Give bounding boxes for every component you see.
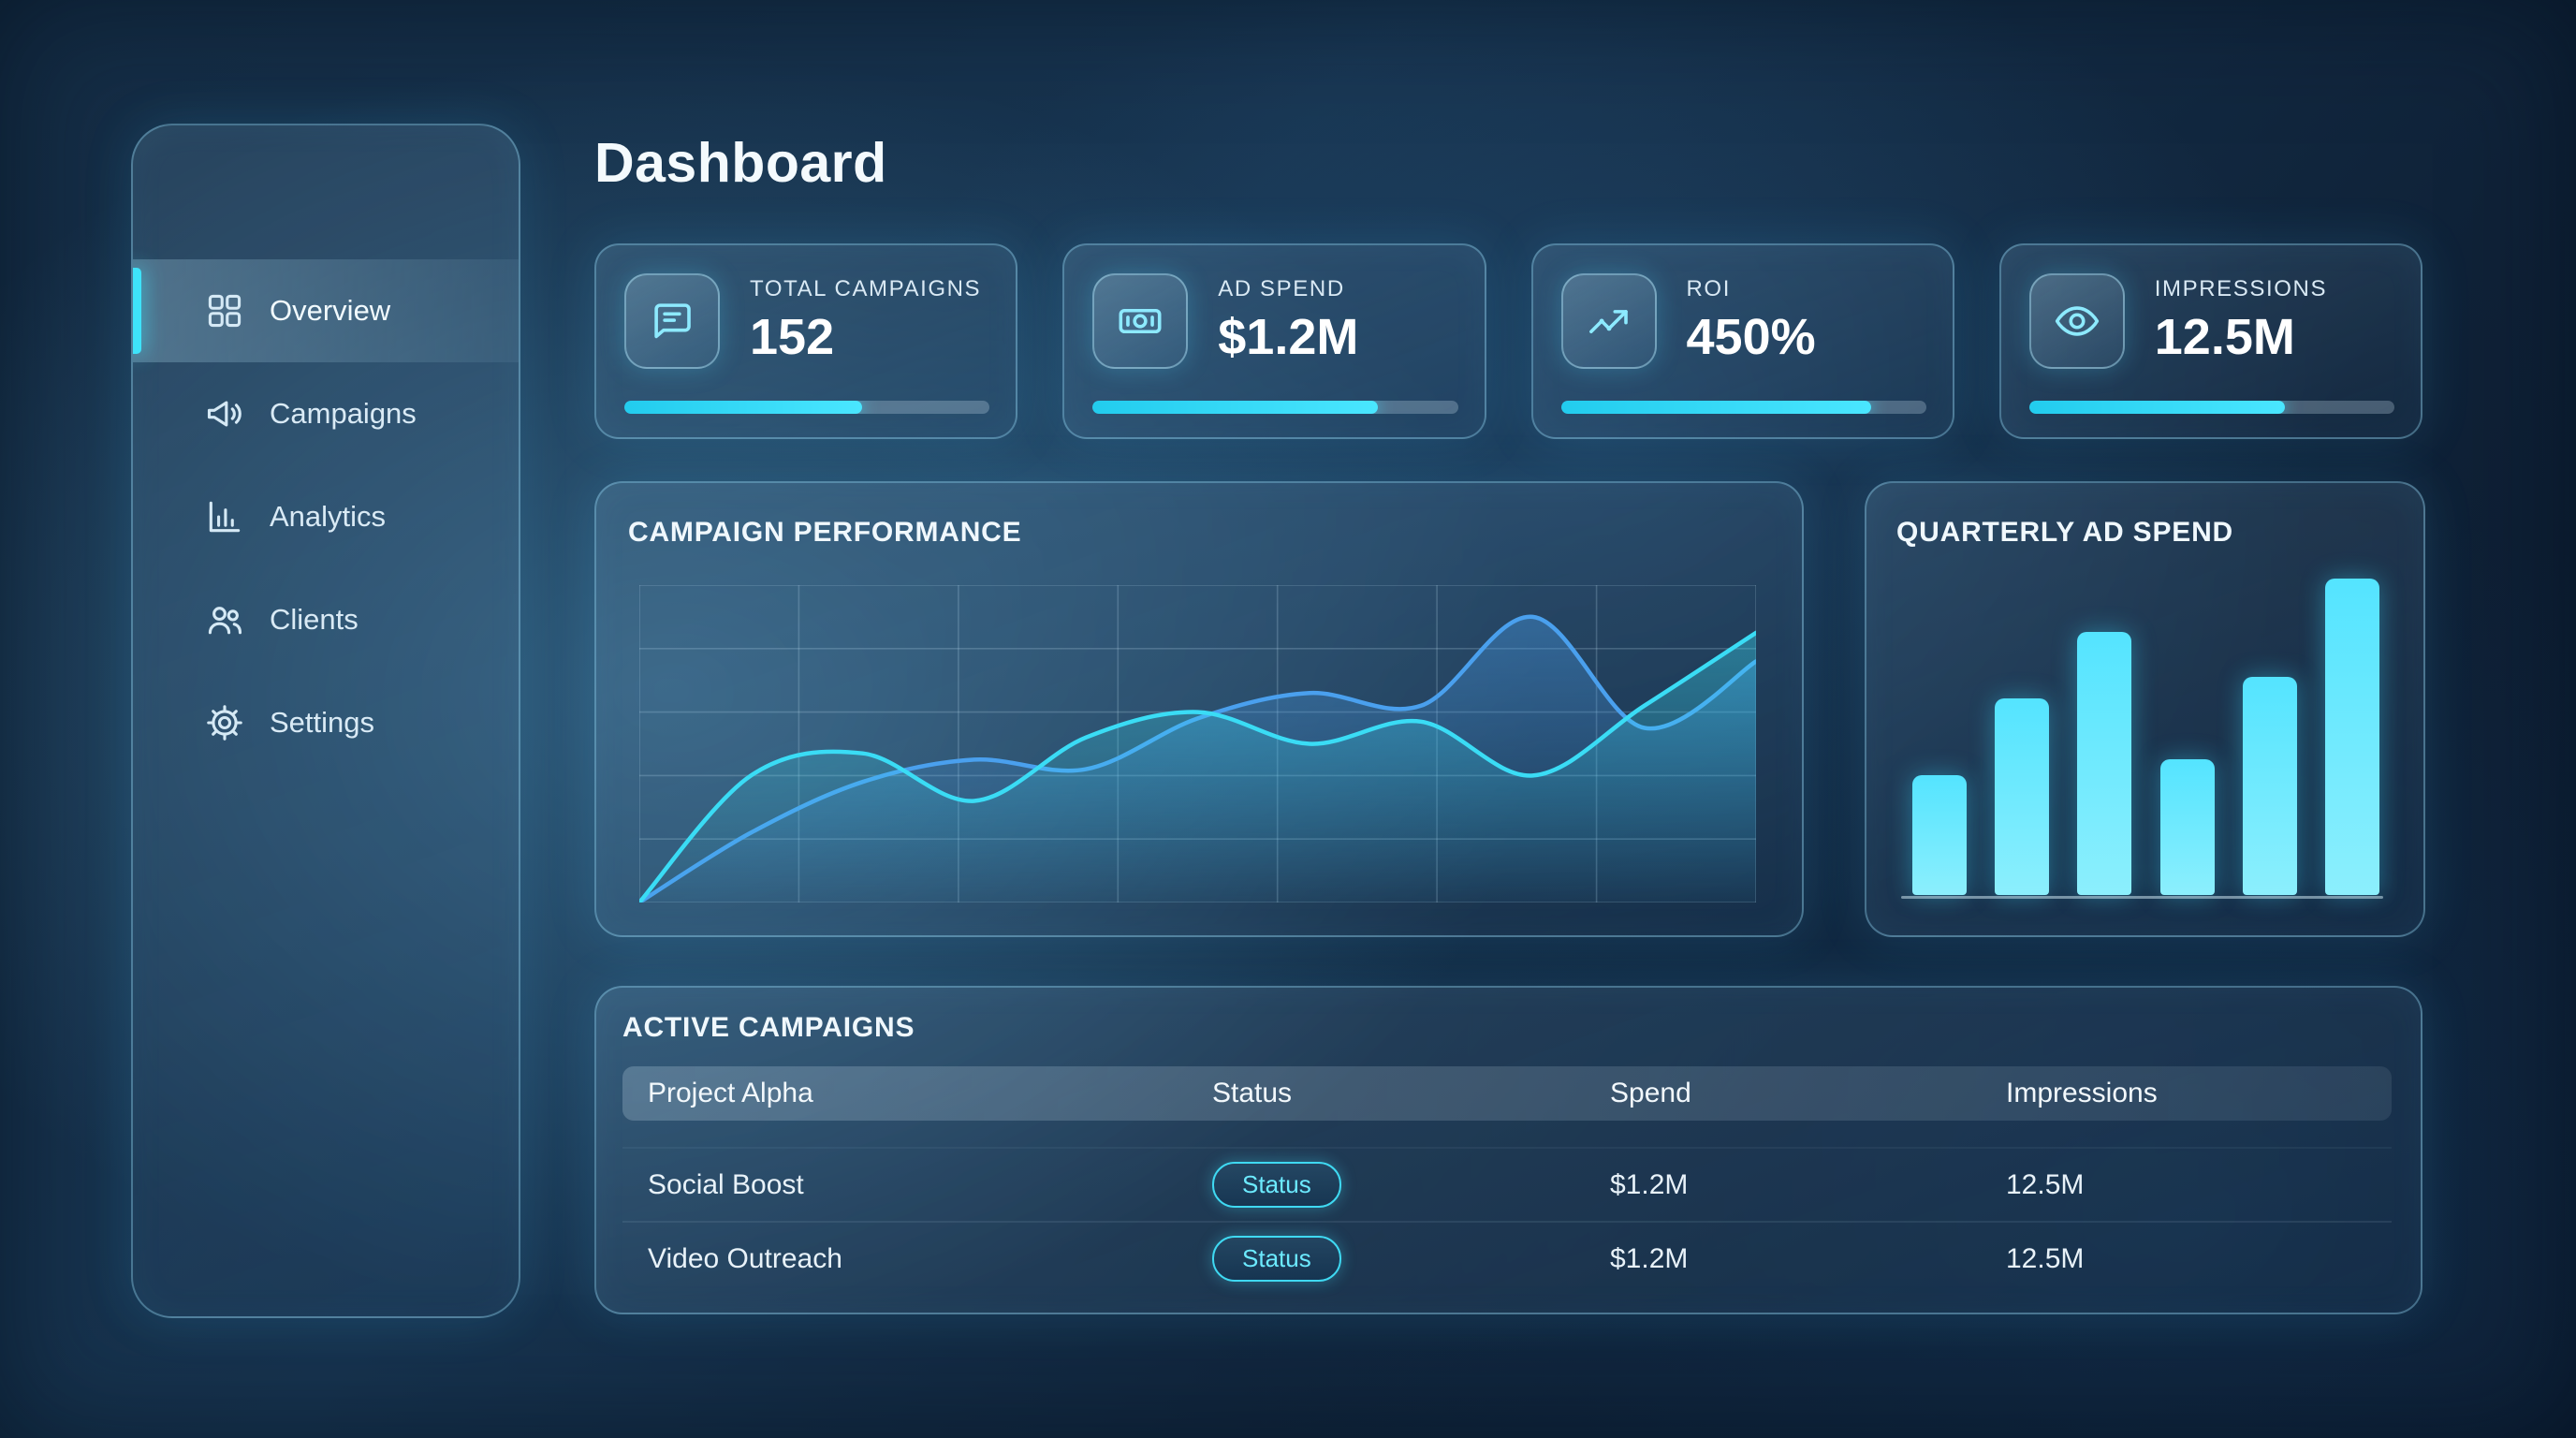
sidebar-item-campaigns[interactable]: Campaigns — [133, 362, 519, 465]
stat-card-roi: ROI 450% — [1530, 243, 1954, 439]
sidebar-item-label: Clients — [270, 603, 359, 636]
campaign-performance-chart — [639, 585, 1756, 902]
campaign-name: Social Boost — [648, 1168, 804, 1200]
stat-value: 450% — [1686, 309, 1816, 365]
stat-label: AD SPEND — [1218, 276, 1345, 301]
progress-bar — [624, 401, 990, 414]
sidebar-item-label: Campaigns — [270, 397, 417, 430]
column-header-status: Status — [1212, 1078, 1293, 1108]
stat-text: ROI 450% — [1687, 276, 1816, 366]
table-row: Social Boost Status $1.2M 12.5M — [622, 1147, 2392, 1221]
spend-bar — [1912, 774, 1967, 895]
campaign-impressions: 12.5M — [2006, 1168, 2085, 1200]
stat-card-content: ROI 450% — [1560, 273, 1953, 369]
sidebar-item-label: Overview — [270, 294, 391, 327]
money-icon — [1092, 273, 1189, 369]
stat-value: 152 — [750, 309, 835, 365]
spend-bar — [2324, 579, 2379, 895]
status-pill[interactable]: Status — [1212, 1162, 1341, 1208]
campaign-spend: $1.2M — [1610, 1168, 1689, 1200]
campaign-impressions: 12.5M — [2006, 1242, 2085, 1274]
table-body: Social Boost Status $1.2M 12.5M Video Ou… — [622, 1147, 2392, 1295]
sidebar-item-label: Settings — [270, 706, 375, 739]
chat-icon — [624, 273, 720, 369]
sidebar-item-label: Analytics — [270, 500, 387, 533]
quarterly-ad-spend-panel: QUARTERLY AD SPEND — [1865, 481, 2425, 937]
campaign-spend: $1.2M — [1610, 1242, 1689, 1274]
stat-card-impressions: IMPRESSIONS 12.5M — [1998, 243, 2422, 439]
sidebar-item-overview[interactable]: Overview — [133, 259, 519, 362]
quarterly-bar-chart — [1912, 579, 2379, 895]
sidebar-nav: Overview Campaigns Analytics — [133, 259, 519, 774]
panel-title: ACTIVE CAMPAIGNS — [622, 1012, 915, 1043]
sidebar-item-settings[interactable]: Settings — [133, 671, 519, 774]
active-campaigns-panel: ACTIVE CAMPAIGNS Project Alpha Status Sp… — [594, 986, 2422, 1314]
megaphone-icon — [204, 393, 245, 434]
sidebar: Overview Campaigns Analytics — [131, 124, 520, 1318]
chart-baseline — [1901, 896, 2383, 899]
stat-label: IMPRESSIONS — [2154, 276, 2328, 301]
campaign-performance-panel: CAMPAIGN PERFORMANCE — [594, 481, 1804, 937]
stat-label: ROI — [1686, 276, 1731, 301]
spend-bar — [2077, 632, 2132, 895]
progress-bar — [1560, 401, 1926, 414]
stat-value: $1.2M — [1218, 309, 1359, 365]
bar-chart-icon — [204, 496, 245, 537]
progress-bar — [1092, 401, 1458, 414]
column-header-spend: Spend — [1610, 1078, 1691, 1108]
progress-fill — [624, 401, 862, 414]
table-header: Project Alpha Status Spend Impressions — [622, 1066, 2392, 1121]
users-icon — [204, 599, 245, 640]
stats-row: TOTAL CAMPAIGNS 152 AD SPEND $1.2M — [594, 243, 2422, 439]
sidebar-item-clients[interactable]: Clients — [133, 568, 519, 671]
campaign-name: Video Outreach — [648, 1242, 842, 1274]
column-header-name: Project Alpha — [648, 1078, 813, 1108]
campaign-status-cell: Status — [1212, 1162, 1610, 1208]
spend-bar — [1995, 698, 2050, 895]
progress-fill — [1560, 401, 1872, 414]
panel-title: CAMPAIGN PERFORMANCE — [628, 517, 1022, 548]
table-row: Video Outreach Status $1.2M 12.5M — [622, 1221, 2392, 1295]
gear-icon — [204, 702, 245, 743]
stat-card-content: TOTAL CAMPAIGNS 152 — [624, 273, 1016, 369]
progress-fill — [1092, 401, 1378, 414]
status-pill[interactable]: Status — [1212, 1236, 1341, 1282]
spend-bar — [2242, 676, 2297, 895]
grid-icon — [204, 290, 245, 331]
progress-fill — [2028, 401, 2285, 414]
stat-value: 12.5M — [2154, 309, 2295, 365]
trend-up-icon — [1560, 273, 1657, 369]
eye-icon — [2028, 273, 2125, 369]
stat-card-total-campaigns: TOTAL CAMPAIGNS 152 — [594, 243, 1018, 439]
stat-text: TOTAL CAMPAIGNS 152 — [750, 276, 981, 366]
panel-title: QUARTERLY AD SPEND — [1896, 517, 2234, 548]
stat-card-content: AD SPEND $1.2M — [1092, 273, 1484, 369]
campaign-status-cell: Status — [1212, 1236, 1610, 1282]
stat-text: IMPRESSIONS 12.5M — [2155, 276, 2327, 366]
stat-label: TOTAL CAMPAIGNS — [750, 276, 982, 301]
spend-bar — [2159, 758, 2215, 895]
stat-text: AD SPEND $1.2M — [1218, 276, 1358, 366]
page-title: Dashboard — [594, 132, 887, 194]
stat-card-content: IMPRESSIONS 12.5M — [2028, 273, 2421, 369]
column-header-impressions: Impressions — [2006, 1078, 2158, 1108]
sidebar-item-analytics[interactable]: Analytics — [133, 465, 519, 568]
progress-bar — [2028, 401, 2394, 414]
stat-card-ad-spend: AD SPEND $1.2M — [1062, 243, 1486, 439]
